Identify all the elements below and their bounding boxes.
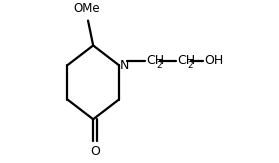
- Text: 2: 2: [157, 61, 162, 70]
- Text: N: N: [120, 59, 129, 72]
- Text: CH: CH: [177, 54, 195, 67]
- Text: OH: OH: [204, 54, 223, 67]
- Text: OMe: OMe: [73, 2, 100, 15]
- Text: O: O: [90, 145, 100, 158]
- Text: CH: CH: [146, 54, 165, 67]
- Text: 2: 2: [187, 61, 193, 70]
